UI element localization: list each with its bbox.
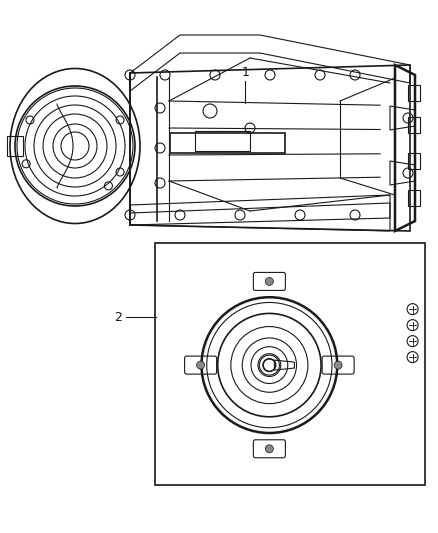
Circle shape — [265, 277, 273, 286]
Bar — [408, 190, 420, 206]
Text: 1: 1 — [241, 66, 249, 79]
Bar — [155, 243, 425, 485]
Circle shape — [334, 361, 342, 369]
Bar — [408, 153, 420, 169]
Bar — [408, 117, 420, 133]
Circle shape — [265, 445, 273, 453]
Bar — [408, 85, 420, 101]
Bar — [195, 131, 250, 151]
Circle shape — [197, 361, 205, 369]
Text: 2: 2 — [114, 311, 122, 324]
